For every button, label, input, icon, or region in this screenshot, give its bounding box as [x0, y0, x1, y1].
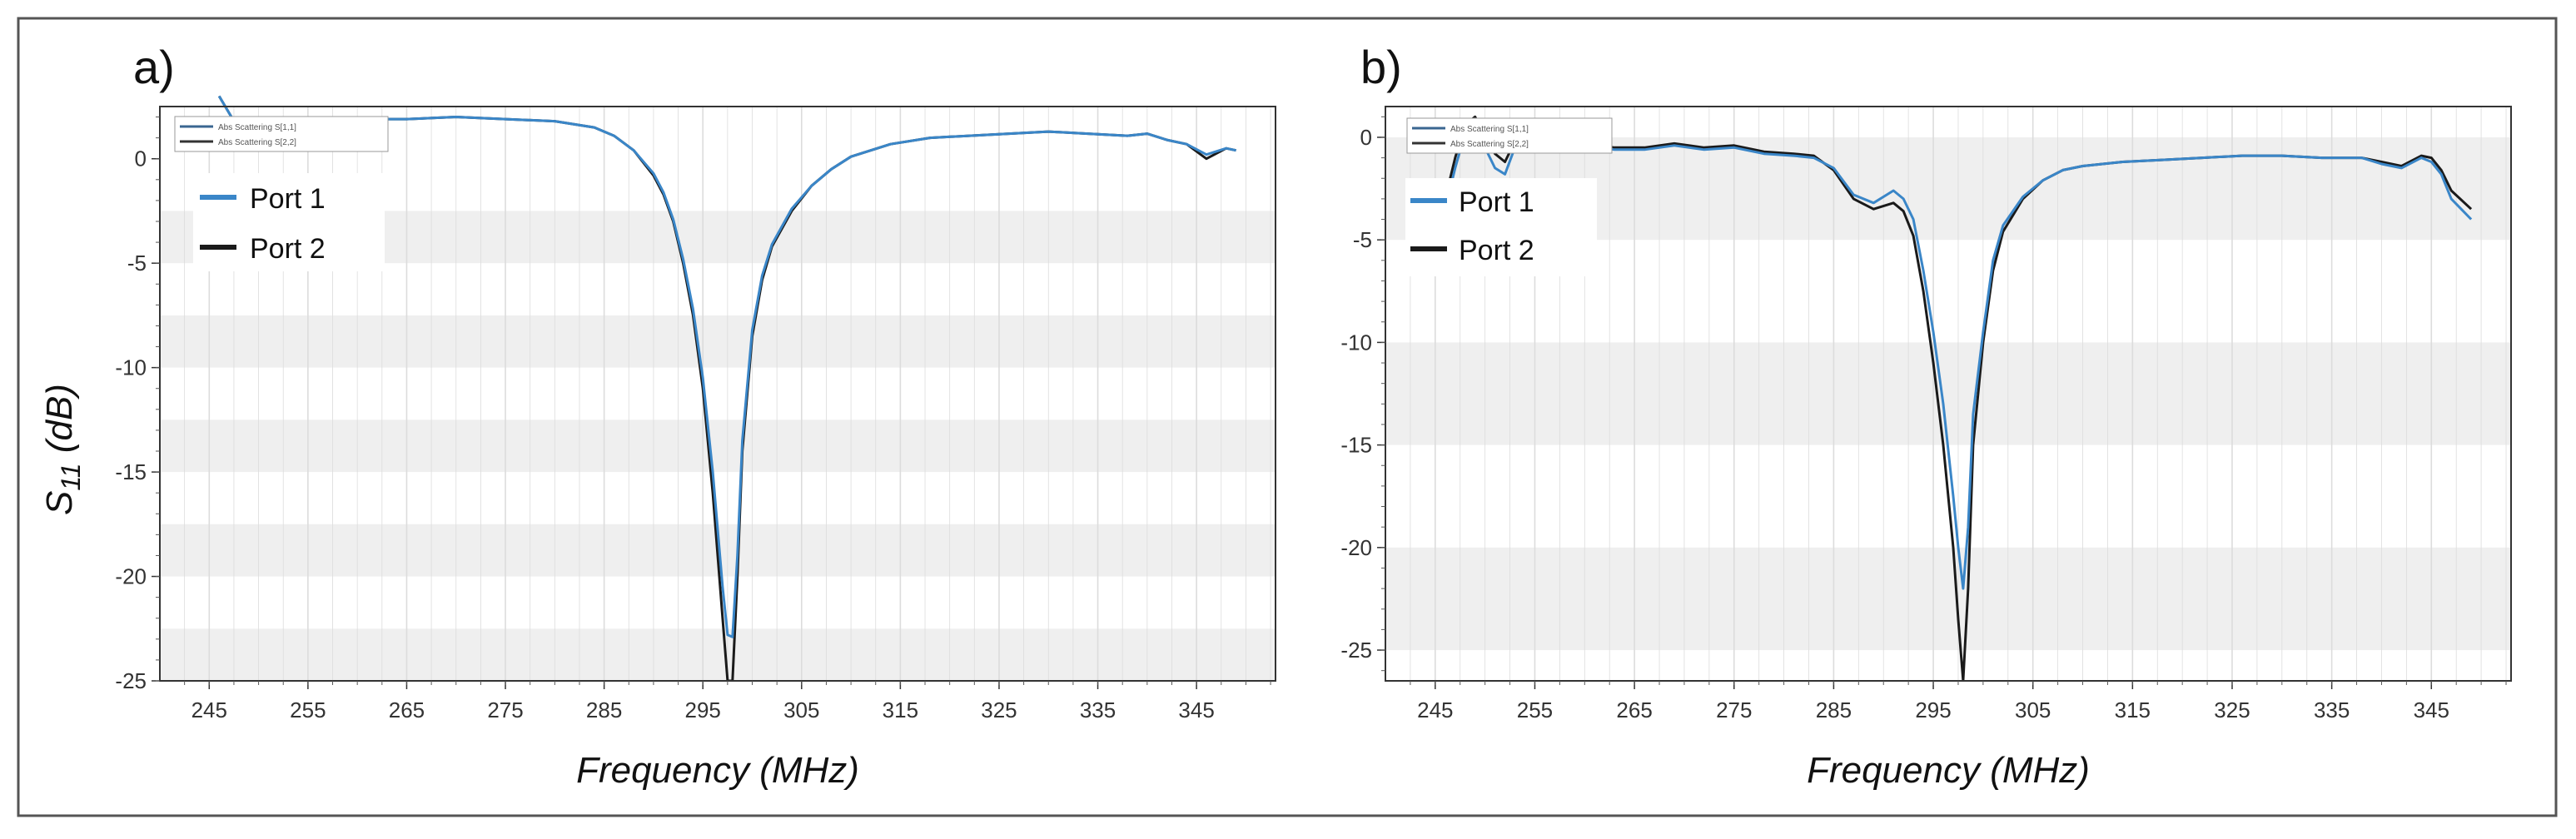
x-tick-label: 285: [586, 698, 622, 722]
y-tick-label: -5: [1353, 227, 1372, 252]
plot-band: [1385, 547, 2511, 651]
panel-b-inner-legend: Abs Scattering S[1,1] Abs Scattering S[2…: [1406, 117, 1613, 154]
panel-b-legend: Port 1 Port 2: [1405, 178, 1597, 276]
plot-band: [160, 628, 1276, 681]
y-tick-label: -20: [1340, 535, 1372, 560]
x-tick-label: 265: [1616, 698, 1652, 722]
panel-b-legend-port2-label: Port 2: [1459, 235, 1534, 266]
x-tick-label: 345: [1178, 698, 1214, 722]
x-tick-label: 305: [783, 698, 819, 722]
y-tick-label: -25: [1340, 638, 1372, 663]
panel-b-legend-port1-label: Port 1: [1459, 186, 1534, 218]
panel-b-grid: [1410, 107, 2507, 681]
x-tick-label: 315: [883, 698, 918, 722]
y-tick-label: -20: [115, 564, 147, 589]
panel-a-inner-legend-text-2: Abs Scattering S[2,2]: [218, 138, 296, 147]
panel-a-inner-legend: Abs Scattering S[1,1] Abs Scattering S[2…: [174, 116, 389, 152]
panel-b-x-axis-title: Frequency (MHz): [1807, 750, 2090, 791]
x-tick-label: 295: [685, 698, 721, 722]
y-tick-label: -15: [115, 459, 147, 484]
panel-a-label: a): [133, 41, 175, 93]
panel-a-legend-box: [193, 173, 385, 271]
plot-band: [1385, 342, 2511, 445]
x-tick-label: 325: [2214, 698, 2250, 722]
y-tick-label: -5: [127, 251, 147, 276]
x-tick-label: 255: [1517, 698, 1553, 722]
x-tick-label: 325: [981, 698, 1017, 722]
x-tick-label: 275: [1716, 698, 1752, 722]
panel-a: a) 245 255 265 275 285 295 305 315 325 335 345 0 -5 -…: [39, 41, 1276, 791]
panel-a-legend: Port 1 Port 2: [193, 173, 385, 271]
panel-b-label: b): [1360, 41, 1402, 93]
x-tick-label: 315: [2115, 698, 2151, 722]
x-tick-label: 335: [1080, 698, 1116, 722]
panel-b-inner-legend-box: [1406, 117, 1613, 154]
panel-b-inner-legend-text-1: Abs Scattering S[1,1]: [1450, 125, 1529, 134]
panel-a-legend-port1-label: Port 1: [250, 183, 326, 215]
x-tick-label: 345: [2414, 698, 2449, 722]
panel-a-lines: [217, 95, 1236, 681]
x-tick-label: 285: [1816, 698, 1852, 722]
x-tick-label: 245: [191, 698, 227, 722]
panel-a-y-axis-title: S11 (dB): [39, 384, 86, 515]
x-tick-label: 275: [487, 698, 523, 722]
x-tick-label: 255: [290, 698, 326, 722]
panel-a-inner-legend-box: [174, 116, 389, 152]
panel-a-ticks: 245 255 265 275 285 295 305 315 325 335 345 0 -5 -10 -…: [115, 117, 1271, 722]
x-tick-label: 305: [2015, 698, 2051, 722]
plot-band: [160, 315, 1276, 368]
y-tick-label: -15: [1340, 433, 1372, 458]
series-port1-line: [217, 95, 1236, 638]
panel-b-plot-frame: [1385, 106, 2512, 682]
panel-a-inner-legend-text-1: Abs Scattering S[1,1]: [218, 123, 296, 132]
panel-a-legend-port2-label: Port 2: [250, 233, 326, 265]
y-tick-label: 0: [1360, 125, 1372, 150]
panel-b-ticks: 245 255 265 275 285 295 305 315 325 335 345 0 -5 -10 -…: [1340, 116, 2507, 722]
x-tick-label: 335: [2314, 698, 2350, 722]
x-tick-label: 295: [1915, 698, 1951, 722]
y-tick-label: -10: [115, 355, 147, 380]
x-tick-label: 245: [1417, 698, 1453, 722]
plot-band: [160, 420, 1276, 473]
y-tick-label: -25: [115, 668, 147, 693]
panel-b-inner-legend-text-2: Abs Scattering S[2,2]: [1450, 140, 1529, 149]
x-tick-label: 265: [389, 698, 425, 722]
panel-a-plot-frame: [159, 106, 1276, 682]
panel-b: b) 245 255 265 275 285 295 305 315 325 335 345 0 -5 -…: [1340, 41, 2512, 791]
panel-b-legend-box: [1405, 178, 1597, 276]
y-tick-label: -10: [1340, 330, 1372, 355]
y-tick-label: 0: [135, 146, 147, 171]
panel-a-x-axis-title: Frequency (MHz): [576, 750, 859, 791]
